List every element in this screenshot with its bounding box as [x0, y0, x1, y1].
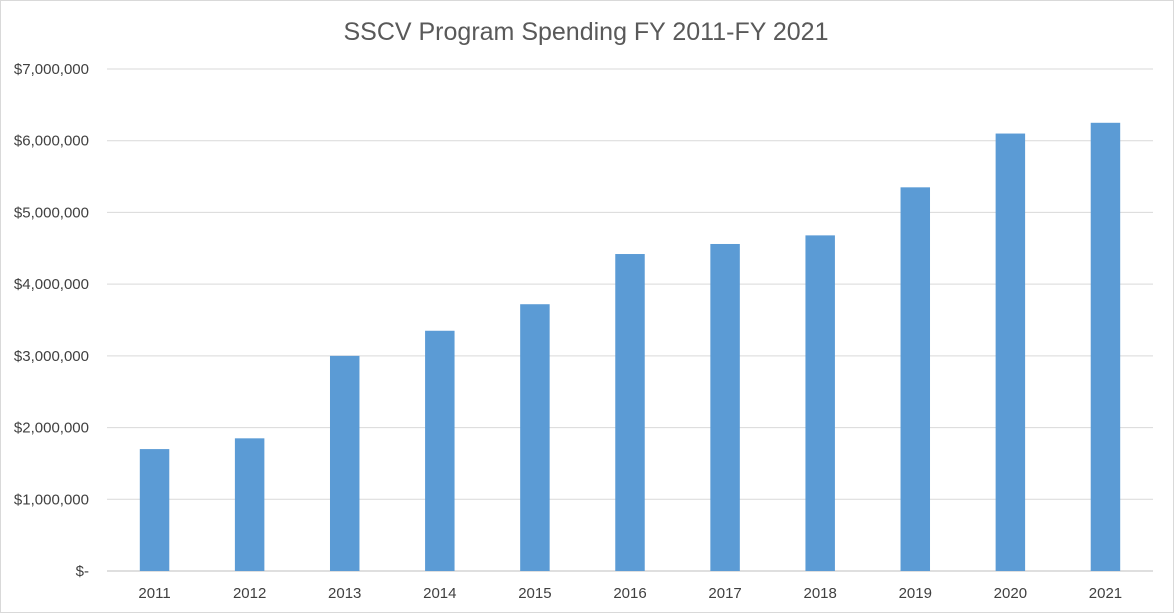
bar-2013	[329, 355, 360, 571]
y-tick-label: $6,000,000	[14, 133, 89, 150]
x-tick-label: 2018	[803, 585, 836, 602]
y-tick-label: $1,000,000	[14, 491, 89, 508]
bar-2020	[995, 133, 1026, 572]
bar-2012	[234, 438, 265, 571]
x-tick-label: 2019	[899, 585, 932, 602]
y-axis-tick-labels: $- $1,000,000 $2,000,000 $3,000,000 $4,000,0…	[14, 61, 89, 580]
x-tick-label: 2011	[138, 585, 170, 602]
bar-2011	[139, 449, 170, 571]
bar-2014	[425, 330, 455, 571]
bar-2021	[1090, 122, 1121, 572]
x-tick-label: 2021	[1089, 585, 1122, 602]
bars	[139, 122, 1121, 572]
y-tick-label: $4,000,000	[14, 276, 89, 293]
x-tick-label: 2014	[423, 585, 456, 602]
x-tick-label: 2015	[518, 585, 551, 602]
y-tick-label: $3,000,000	[14, 348, 89, 365]
x-tick-label: 2012	[233, 585, 266, 602]
y-tick-label: $7,000,000	[14, 61, 89, 78]
bar-2015	[520, 304, 550, 571]
bar-2016	[615, 254, 645, 571]
x-tick-label: 2020	[994, 585, 1027, 602]
x-tick-label: 2017	[708, 585, 741, 602]
bar-2017	[710, 243, 740, 572]
x-tick-label: 2013	[328, 585, 361, 602]
y-tick-label: $5,000,000	[14, 204, 89, 221]
x-axis-tick-labels: 2011 2012 2013 2014 2015 2016 2017 2018 2019 2020…	[138, 585, 1122, 602]
chart-title: SSCV Program Spending FY 2011-FY 2021	[343, 18, 828, 46]
bar-2019	[900, 187, 931, 572]
x-tick-label: 2016	[613, 585, 646, 602]
y-tick-label: $2,000,000	[14, 420, 89, 437]
bar-2018	[805, 235, 835, 571]
y-tick-label: $-	[76, 563, 89, 580]
